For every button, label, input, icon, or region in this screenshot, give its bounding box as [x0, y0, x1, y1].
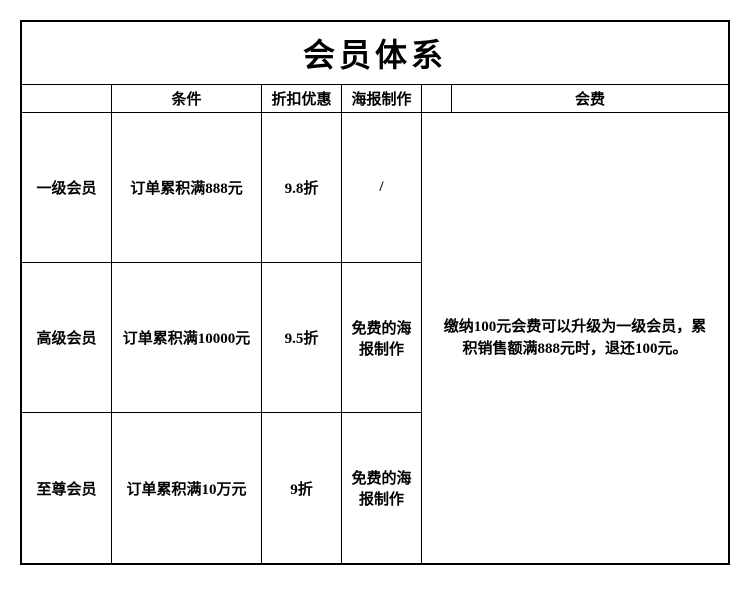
header-spacer: [422, 85, 452, 113]
row3-level: 至尊会员: [22, 413, 112, 563]
fee-merged-cell: 缴纳100元会费可以升级为一级会员，累积销售额满888元时，退还100元。: [422, 113, 728, 563]
row1-condition: 订单累积满888元: [112, 113, 262, 263]
row3-discount: 9折: [262, 413, 342, 563]
table-title: 会员体系: [303, 37, 447, 73]
header-poster: 海报制作: [342, 85, 422, 113]
header-condition: 条件: [112, 85, 262, 113]
header-discount: 折扣优惠: [262, 85, 342, 113]
row2-level: 高级会员: [22, 263, 112, 413]
header-level: [22, 85, 112, 113]
row2-discount: 9.5折: [262, 263, 342, 413]
table-grid: 条件 折扣优惠 海报制作 会费 一级会员 订单累积满888元 9.8折 / 缴纳…: [22, 85, 728, 563]
row1-level: 一级会员: [22, 113, 112, 263]
row1-discount: 9.8折: [262, 113, 342, 263]
membership-table: 会员体系 条件 折扣优惠 海报制作 会费 一级会员 订单累积满888元 9.8折…: [20, 20, 730, 565]
row3-poster: 免费的海报制作: [342, 413, 422, 563]
row2-condition: 订单累积满10000元: [112, 263, 262, 413]
title-row: 会员体系: [22, 22, 728, 85]
row1-poster: /: [342, 113, 422, 263]
row2-poster: 免费的海报制作: [342, 263, 422, 413]
header-fee: 会费: [452, 85, 728, 113]
row3-condition: 订单累积满10万元: [112, 413, 262, 563]
